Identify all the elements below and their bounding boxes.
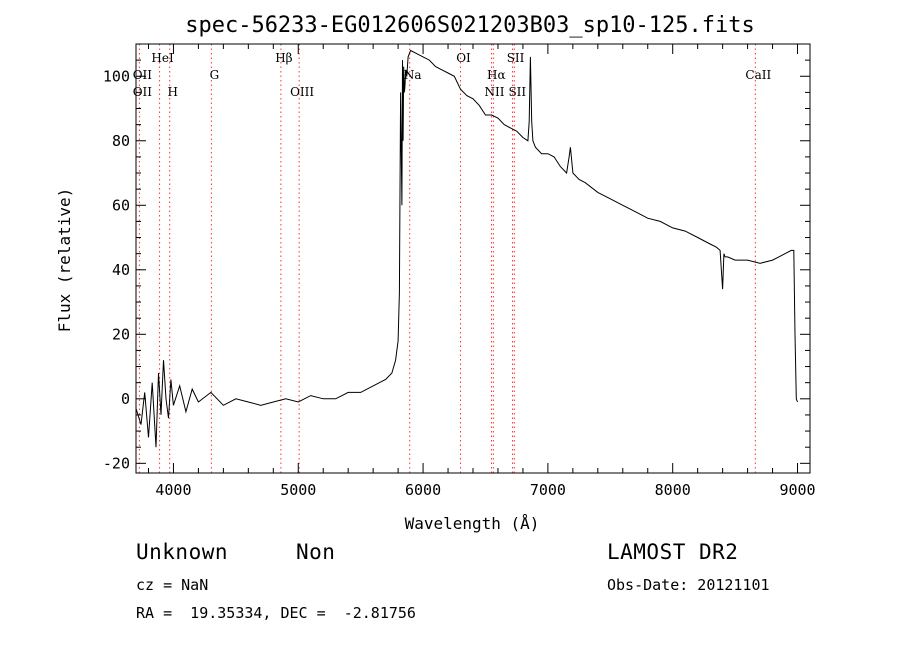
spectrum-series: [135, 49, 798, 448]
line-label: CaII: [745, 68, 771, 82]
spectral-line-markers: [138, 44, 756, 473]
x-tick-label: 4000: [155, 481, 191, 499]
y-axis-label: Flux (relative): [55, 188, 74, 333]
x-axis: 4000 5000 6000 7000 8000 9000: [147, 44, 816, 499]
line-label: Hβ: [275, 51, 292, 65]
classification-text: Unknown: [136, 540, 229, 564]
line-label: G: [210, 68, 220, 82]
y-tick-label: 0: [121, 390, 130, 408]
y-tick-label: 40: [112, 261, 130, 279]
line-label: H: [167, 85, 177, 99]
spectrum-line: [135, 49, 798, 448]
chart-title: spec-56233-EG012606S021203B03_sp10-125.f…: [185, 13, 755, 38]
y-axis: -20 0 20 40 60 80 100: [103, 43, 810, 472]
line-label: OI: [456, 51, 471, 65]
y-tick-label: -20: [103, 454, 130, 472]
line-label: SII: [507, 51, 525, 65]
subclass-text: Non: [296, 540, 336, 564]
x-axis-label: Wavelength (Å): [405, 514, 540, 533]
line-label: SII: [508, 85, 526, 99]
x-tick-label: 9000: [779, 481, 815, 499]
y-tick-label: 100: [103, 67, 130, 85]
survey-name: LAMOST DR2: [607, 540, 739, 564]
plot-frame: [135, 43, 811, 474]
line-label: OII: [133, 85, 153, 99]
redshift-text: cz = NaN: [136, 576, 209, 594]
line-label: Na: [404, 68, 422, 82]
x-tick-label: 7000: [530, 481, 566, 499]
y-tick-label: 60: [112, 196, 130, 214]
line-label: OII: [133, 68, 153, 82]
line-label: Hα: [487, 68, 506, 82]
y-tick-label: 80: [112, 132, 130, 150]
line-label: NII: [484, 85, 504, 99]
x-tick-label: 8000: [655, 481, 691, 499]
x-tick-label: 5000: [280, 481, 316, 499]
line-label: HeI: [151, 51, 174, 65]
y-tick-label: 20: [112, 325, 130, 343]
obs-date-text: Obs-Date: 20121101: [607, 576, 770, 594]
x-tick-label: 6000: [405, 481, 441, 499]
line-label: OIII: [290, 85, 314, 99]
coordinates-text: RA = 19.35334, DEC = -2.81756: [136, 604, 416, 622]
spectral-line-labels: OII HeI OII H G Hβ OIII Na OI Hα NII SII SII CaII: [133, 51, 772, 99]
